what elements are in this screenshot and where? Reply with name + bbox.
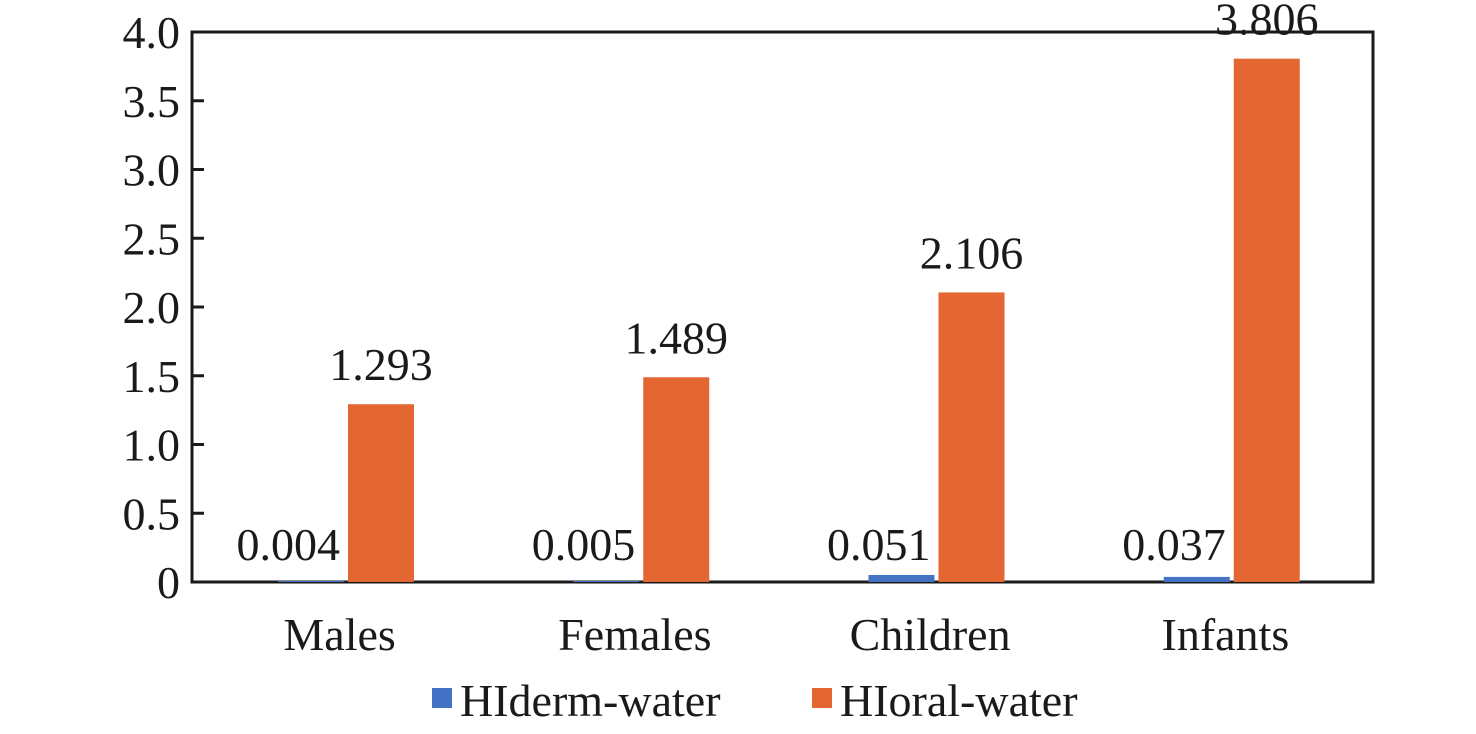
- bar-hioral-water-females: [643, 377, 710, 582]
- y-tick-label: 3.0: [123, 145, 181, 196]
- bar-hioral-water-males: [348, 404, 414, 582]
- data-label: 2.106: [920, 227, 1024, 278]
- y-tick-label: 1.0: [123, 420, 181, 471]
- y-tick-label: 2.5: [123, 213, 181, 264]
- x-category-label: Females: [558, 609, 711, 660]
- y-tick-label: 1.5: [123, 351, 181, 402]
- data-label: 3.806: [1215, 0, 1319, 45]
- x-category-label: Males: [283, 609, 395, 660]
- legend-swatch-icon: [812, 688, 832, 708]
- legend-label: HIoral-water: [840, 675, 1078, 726]
- bar-hiderm-water-infants: [1163, 576, 1230, 582]
- y-tick-label: 2.0: [123, 282, 181, 333]
- x-category-label: Infants: [1162, 609, 1290, 660]
- legend-label: HIderm-water: [460, 675, 721, 726]
- bar-hiderm-water-males: [278, 581, 344, 582]
- data-label: 0.004: [237, 519, 341, 570]
- data-label: 1.489: [625, 312, 729, 363]
- bar-hiderm-water-females: [573, 581, 640, 582]
- y-tick-label: 3.5: [123, 76, 181, 127]
- bar-hiderm-water-children: [868, 574, 935, 582]
- data-label: 0.005: [532, 519, 636, 570]
- y-tick-label: 0: [157, 557, 180, 608]
- legend-swatch-icon: [432, 688, 452, 708]
- bar-hioral-water-children: [938, 292, 1005, 582]
- bar-hioral-water-infants: [1233, 58, 1300, 583]
- x-category-label: Children: [850, 609, 1011, 660]
- data-label: 1.293: [329, 339, 433, 390]
- y-tick-label: 0.5: [123, 488, 181, 539]
- data-label: 0.051: [827, 519, 931, 570]
- data-label: 0.037: [1122, 519, 1226, 570]
- y-tick-label: 4.0: [123, 7, 181, 58]
